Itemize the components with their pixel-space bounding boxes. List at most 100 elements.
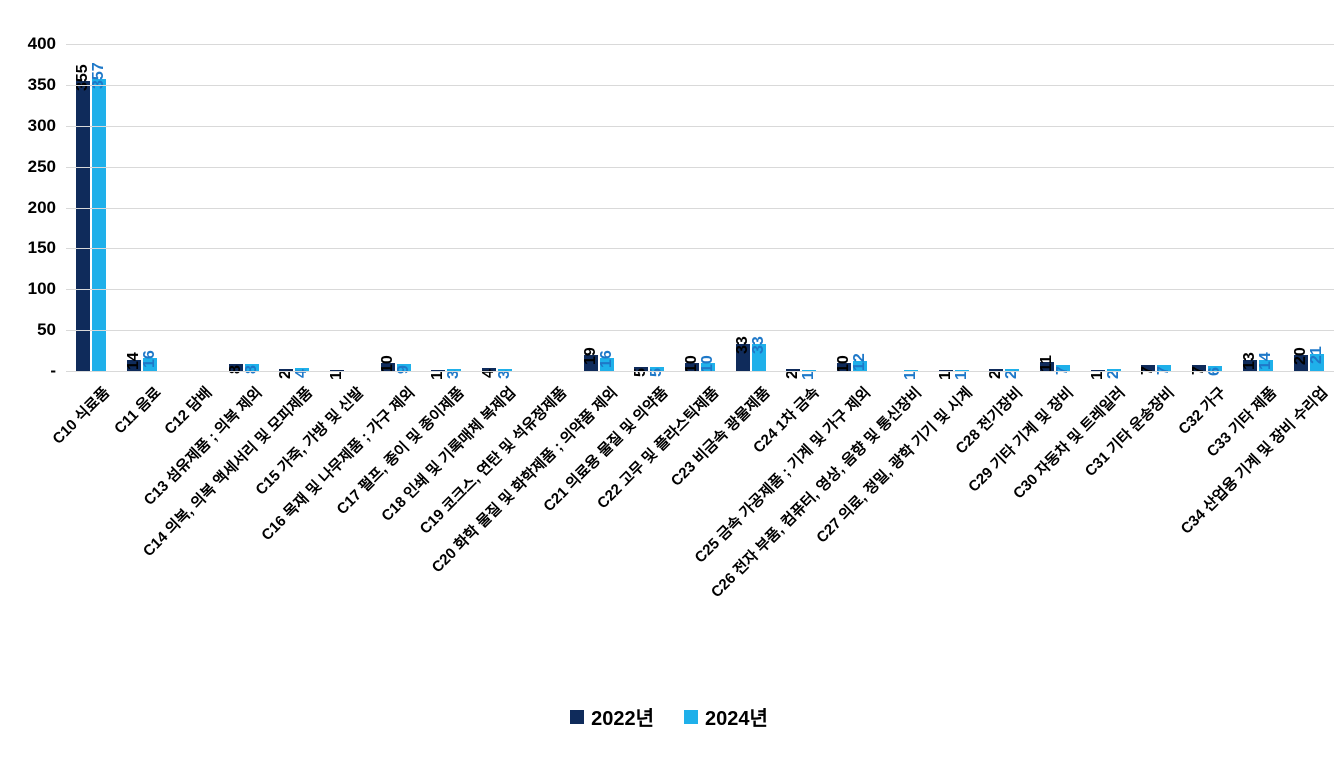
y-axis-tick-label: 300 <box>27 116 56 135</box>
gridline <box>66 44 1334 45</box>
bar-2022년 <box>1141 365 1155 371</box>
y-axis-tick-label: 150 <box>27 238 56 257</box>
bar-2024년 <box>650 367 664 371</box>
x-axis-category-label: C10 식료품 <box>49 384 114 448</box>
bar-2022년 <box>381 363 395 371</box>
data-label: 14 <box>125 352 142 370</box>
bar-2024년 <box>752 344 766 371</box>
bar-2024년 <box>447 369 461 371</box>
data-label: 1 <box>953 371 970 380</box>
data-label: 355 <box>74 64 91 91</box>
bar-2024년 <box>498 369 512 371</box>
x-axis-category-label: C31 기타 운송장비 <box>1082 384 1179 480</box>
bar-2022년 <box>229 364 243 371</box>
gridline <box>66 126 1334 127</box>
legend-item: 2022년 <box>570 702 654 731</box>
legend: 2022년 2024년 <box>0 702 1338 731</box>
data-label: 5 <box>648 368 665 377</box>
bar-2022년 <box>1243 360 1257 371</box>
bar-2022년 <box>634 367 648 371</box>
y-axis-tick-label: 350 <box>27 75 56 94</box>
gridline <box>66 85 1334 86</box>
data-label: 13 <box>1241 352 1258 370</box>
bar-2024년 <box>701 363 715 371</box>
gridline <box>66 208 1334 209</box>
bar-2024년 <box>1005 369 1019 371</box>
bar-2022년 <box>837 363 851 371</box>
bar-2022년 <box>1091 370 1105 371</box>
bar-2022년 <box>279 369 293 371</box>
data-label: 20 <box>1292 347 1309 365</box>
bar-2022년 <box>939 370 953 371</box>
gridline <box>66 371 1334 372</box>
y-axis-tick-label: 400 <box>27 34 56 53</box>
y-axis-tick-label: - <box>50 361 56 380</box>
data-label: 1 <box>937 371 954 380</box>
gridline <box>66 167 1334 168</box>
bar-2024년 <box>1208 366 1222 371</box>
data-label: 1 <box>800 371 817 380</box>
bar-2024년 <box>1056 365 1070 371</box>
bar-2024년 <box>397 364 411 371</box>
bar-2024년 <box>143 358 157 371</box>
bar-2024년 <box>1310 354 1324 371</box>
bar-2022년 <box>685 363 699 371</box>
data-label: 19 <box>582 347 599 365</box>
y-axis-tick-label: 100 <box>27 279 56 298</box>
bar-2022년 <box>127 360 141 371</box>
legend-label: 2024년 <box>705 708 768 730</box>
bar-2022년 <box>482 368 496 371</box>
gridline <box>66 248 1334 249</box>
legend-swatch-icon <box>684 709 698 724</box>
data-label: 8 <box>227 365 244 374</box>
legend-item: 2024년 <box>684 702 768 731</box>
bar-2022년 <box>786 369 800 371</box>
y-axis-tick-label: 250 <box>27 157 56 176</box>
gridline <box>66 289 1334 290</box>
data-label: 1 <box>429 371 446 380</box>
legend-swatch-icon <box>570 709 585 724</box>
data-label: 1 <box>328 371 345 380</box>
y-axis-tick-label: 50 <box>37 320 56 339</box>
x-axis-category-label: C20 화학 물질 및 화학제품 ; 의약품 제외 <box>428 384 622 577</box>
data-label: 21 <box>1308 346 1325 364</box>
bar-2022년 <box>1040 362 1054 371</box>
bar-2022년 <box>736 344 750 371</box>
data-label: 16 <box>598 350 615 368</box>
bar-2024년 <box>904 370 918 371</box>
bar-2024년 <box>802 370 816 371</box>
bar-2022년 <box>1294 355 1308 371</box>
bar-2022년 <box>989 369 1003 371</box>
plot-area: 355 357 14 16 8 8 2 4 1 10 9 1 3 4 3 19 16 5 5 10 10 33 33 2 1 10… <box>0 0 1338 380</box>
data-label: 1 <box>902 371 919 380</box>
bar-2024년 <box>853 361 867 371</box>
data-label: 8 <box>243 365 260 374</box>
bar-2022년 <box>584 355 598 371</box>
bar-2024년 <box>1157 365 1171 371</box>
bar-2022년 <box>330 370 344 371</box>
bar-2022년 <box>431 370 445 371</box>
bar-2024년 <box>600 358 614 371</box>
bar-2024년 <box>92 79 106 371</box>
data-label: 11 <box>1038 355 1055 372</box>
bar-2024년 <box>1259 360 1273 371</box>
bar-2024년 <box>295 368 309 371</box>
bar-2024년 <box>1107 369 1121 371</box>
data-label: 12 <box>851 353 868 371</box>
data-label: 1 <box>1089 371 1106 380</box>
bar-2024년 <box>955 370 969 371</box>
bar-2022년 <box>76 81 90 371</box>
data-label: 5 <box>632 368 649 377</box>
data-label: 9 <box>395 365 412 374</box>
gridline <box>66 330 1334 331</box>
data-label: 14 <box>1257 352 1274 370</box>
x-axis-category-label: C11 음료 <box>110 384 165 438</box>
data-label: 16 <box>141 350 158 368</box>
data-label: 33 <box>750 336 767 354</box>
y-axis-tick-label: 200 <box>27 198 56 217</box>
bar-2024년 <box>245 364 259 371</box>
legend-label: 2022년 <box>591 708 654 730</box>
data-label: 33 <box>734 336 751 354</box>
bar-2022년 <box>1192 365 1206 371</box>
